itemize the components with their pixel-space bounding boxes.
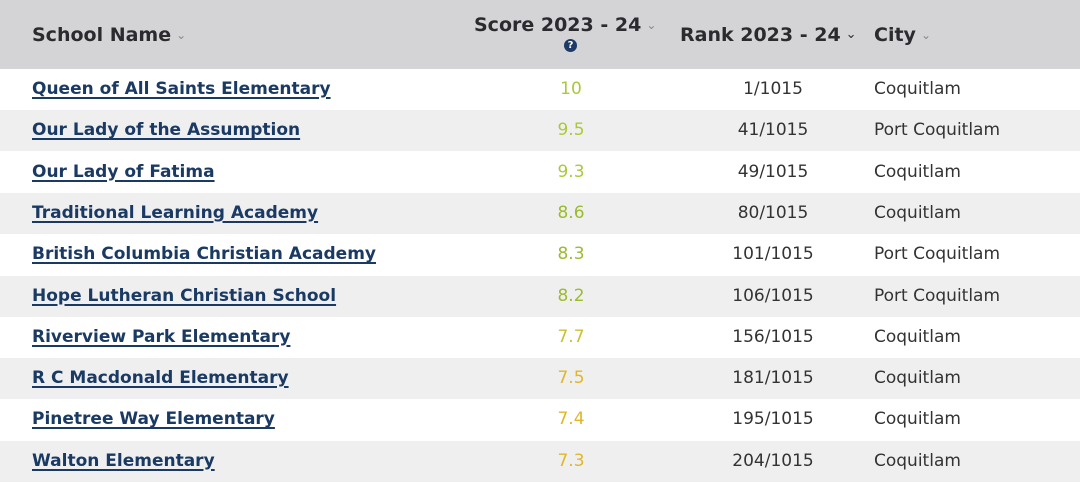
table-row: British Columbia Christian Academy 8.3 101… <box>0 234 1080 275</box>
rank-value: 101/1015 <box>732 244 814 265</box>
city-value: Coquitlam <box>874 326 961 347</box>
city-value: Coquitlam <box>874 161 961 182</box>
school-name-link[interactable]: Our Lady of the Assumption <box>32 120 301 141</box>
school-name-link[interactable]: Our Lady of Fatima <box>32 161 215 182</box>
rank-header-label: Rank 2023 - 24 <box>680 23 841 46</box>
chevron-down-icon[interactable]: ⌄ <box>176 27 187 42</box>
score-value: 8.2 <box>557 285 585 306</box>
table-row: Pinetree Way Elementary 7.4 195/1015 Coquit… <box>0 399 1080 440</box>
score-value: 7.4 <box>557 409 585 430</box>
school-name-header-label: School Name <box>32 23 172 46</box>
score-value: 7.5 <box>557 368 585 389</box>
score-value: 7.7 <box>557 326 585 347</box>
score-value: 10 <box>560 79 582 99</box>
score-value: 9.5 <box>557 120 585 141</box>
table-row: Our Lady of Fatima 9.3 49/1015 Coquitlam <box>0 152 1080 193</box>
rank-value: 204/1015 <box>732 450 814 471</box>
column-header-school-name[interactable]: School Name ⌄ <box>32 0 186 69</box>
city-value: Coquitlam <box>874 202 961 223</box>
school-name-link[interactable]: Pinetree Way Elementary <box>32 409 275 430</box>
city-value: Port Coquitlam <box>874 285 1001 306</box>
city-value: Coquitlam <box>874 450 961 471</box>
rank-value: 181/1015 <box>732 368 814 389</box>
chevron-down-icon[interactable]: ⌄ <box>646 18 657 32</box>
rank-value: 156/1015 <box>732 326 814 347</box>
city-value: Coquitlam <box>874 409 961 430</box>
column-header-rank[interactable]: Rank 2023 - 24 ⌄ <box>680 0 857 69</box>
school-name-link[interactable]: Riverview Park Elementary <box>32 326 291 347</box>
table-row: Hope Lutheran Christian School 8.2 106/101… <box>0 275 1080 317</box>
column-header-city[interactable]: City ⌄ <box>874 0 931 69</box>
city-value: Coquitlam <box>874 368 961 389</box>
score-value: 8.3 <box>557 244 585 265</box>
city-value: Port Coquitlam <box>874 120 1001 141</box>
school-name-link[interactable]: Traditional Learning Academy <box>32 202 319 223</box>
city-header-label: City <box>874 23 916 46</box>
school-name-link[interactable]: Walton Elementary <box>32 450 215 471</box>
table-row: R C Macdonald Elementary 7.5 181/1015 Coqui… <box>0 358 1080 400</box>
score-value: 8.6 <box>557 202 585 223</box>
chevron-down-icon[interactable]: ⌄ <box>845 27 857 42</box>
score-value: 9.3 <box>557 161 585 182</box>
school-name-link[interactable]: British Columbia Christian Academy <box>32 244 377 265</box>
school-name-link[interactable]: Queen of All Saints Elementary <box>32 79 331 99</box>
city-value: Coquitlam <box>874 79 961 99</box>
table-row: Walton Elementary 7.3 204/1015 Coquitlam <box>0 440 1080 482</box>
rank-value: 106/1015 <box>732 285 814 306</box>
column-header-score[interactable]: Score 2023 - 24 ⌄ <box>474 13 656 37</box>
rank-value: 80/1015 <box>737 202 809 223</box>
rank-value: 195/1015 <box>732 409 814 430</box>
city-value: Port Coquitlam <box>874 244 1001 265</box>
score-header-label: Score 2023 - 24 <box>474 14 642 36</box>
chevron-down-icon[interactable]: ⌄ <box>920 27 931 42</box>
rank-value: 41/1015 <box>737 120 809 141</box>
rank-value: 49/1015 <box>737 161 809 182</box>
info-icon[interactable]: ? <box>564 39 577 52</box>
table-row: Traditional Learning Academy 8.6 80/1015 Co… <box>0 192 1080 234</box>
table-row: Queen of All Saints Elementary 10 1/1015 Co… <box>0 69 1080 110</box>
table-row: Our Lady of the Assumption 9.5 41/1015 Port… <box>0 110 1080 152</box>
school-name-link[interactable]: Hope Lutheran Christian School <box>32 285 337 306</box>
score-value: 7.3 <box>557 450 585 471</box>
rank-value: 1/1015 <box>743 79 803 99</box>
school-name-link[interactable]: R C Macdonald Elementary <box>32 368 289 389</box>
table-row: Riverview Park Elementary 7.7 156/1015 Coqu… <box>0 317 1080 358</box>
table-header: School Name ⌄ Score 2023 - 24 ⌄ ? Rank 2… <box>0 0 1080 69</box>
